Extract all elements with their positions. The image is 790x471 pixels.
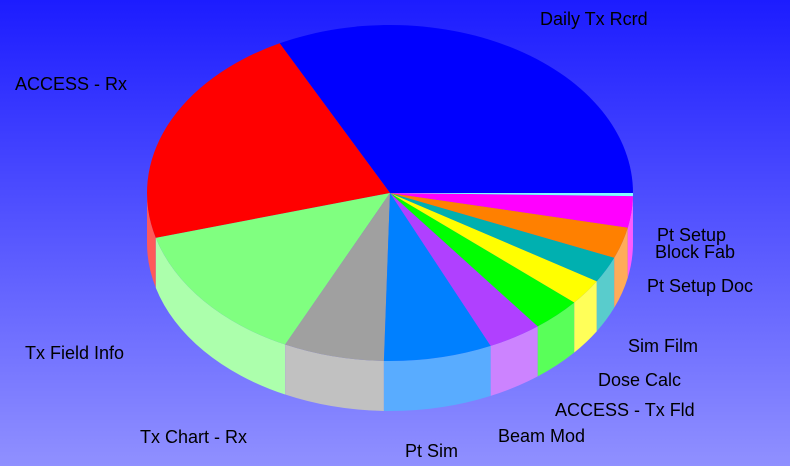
- slice-label: ACCESS - Rx: [15, 74, 127, 94]
- slice-label: ACCESS - Tx Fld: [555, 400, 695, 420]
- slice-label: Dose Calc: [598, 370, 681, 390]
- slice-label: Pt Setup Doc: [647, 276, 753, 296]
- slice-label: Tx Field Info: [25, 343, 124, 363]
- slice-label: Sim Film: [628, 336, 698, 356]
- slice-label: Beam Mod: [498, 426, 585, 446]
- slice-label: Block Fab: [655, 242, 735, 262]
- slice-label: Pt Setup: [657, 225, 726, 245]
- slice-label: Tx Chart - Rx: [140, 427, 247, 447]
- slice-label: Daily Tx Rcrd: [540, 9, 648, 29]
- pie-tops: [147, 25, 633, 361]
- slice-label: Pt Sim: [405, 441, 458, 461]
